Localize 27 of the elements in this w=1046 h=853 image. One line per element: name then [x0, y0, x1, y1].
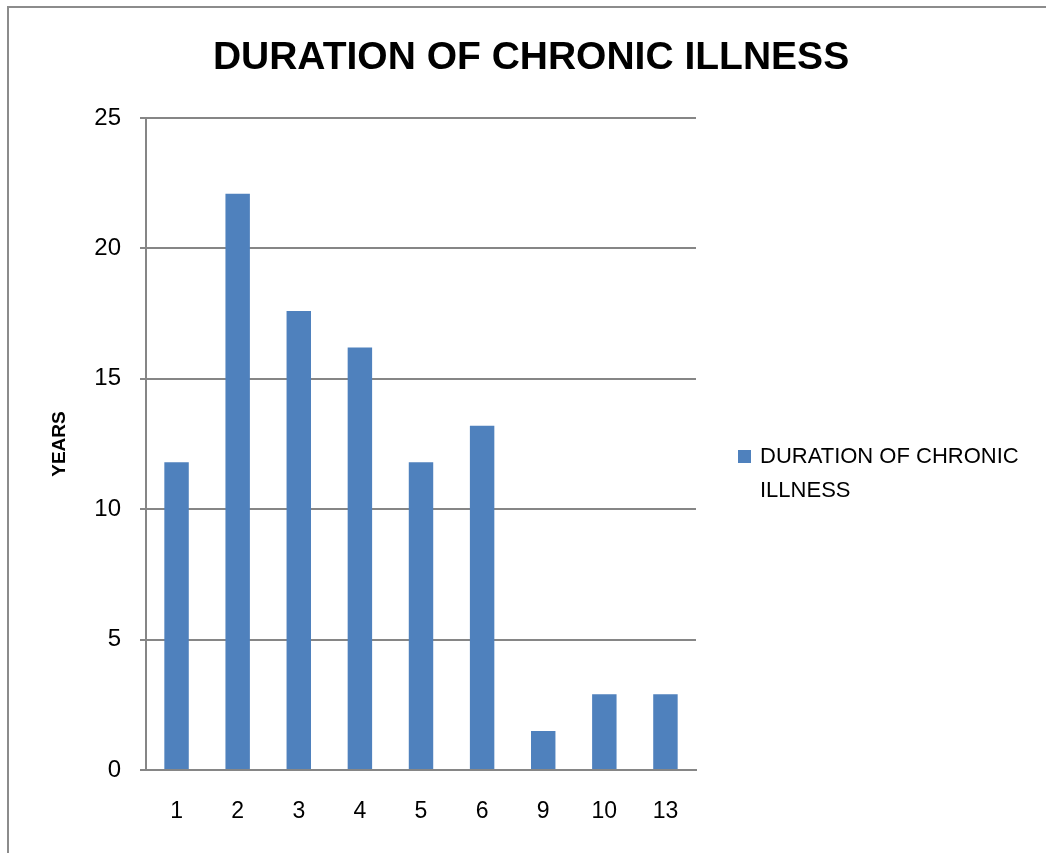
bar — [286, 310, 311, 769]
y-tick-label: 20 — [94, 233, 121, 261]
x-tick-label: 13 — [652, 797, 679, 824]
x-tick-label: 4 — [353, 797, 367, 824]
x-tick-label: 2 — [231, 797, 245, 824]
x-tick-label: 3 — [292, 797, 306, 824]
x-tick-label: 6 — [475, 797, 489, 824]
y-axis-title: YEARS — [47, 411, 69, 477]
bar — [653, 694, 678, 769]
bar — [164, 462, 189, 769]
bar — [408, 462, 434, 769]
bar — [469, 425, 495, 769]
bar — [225, 193, 250, 769]
bar — [531, 730, 556, 769]
y-tick-label: 25 — [94, 102, 121, 130]
x-tick-label: 5 — [414, 797, 428, 824]
y-tick-label: 5 — [107, 624, 121, 652]
x-tick-label: 9 — [536, 797, 550, 824]
y-tick-label: 0 — [107, 754, 121, 782]
y-tick-label: 15 — [94, 363, 121, 391]
x-tick-label: 1 — [170, 797, 183, 824]
chart-title: DURATION OF CHRONIC ILLNESS — [212, 33, 850, 77]
x-tick-label: 10 — [591, 797, 618, 824]
bar — [592, 694, 617, 769]
legend-label: DURATION OF CHRONIC ILLNESS — [760, 442, 1020, 504]
y-tick-label: 10 — [94, 493, 121, 521]
bar — [347, 347, 373, 769]
